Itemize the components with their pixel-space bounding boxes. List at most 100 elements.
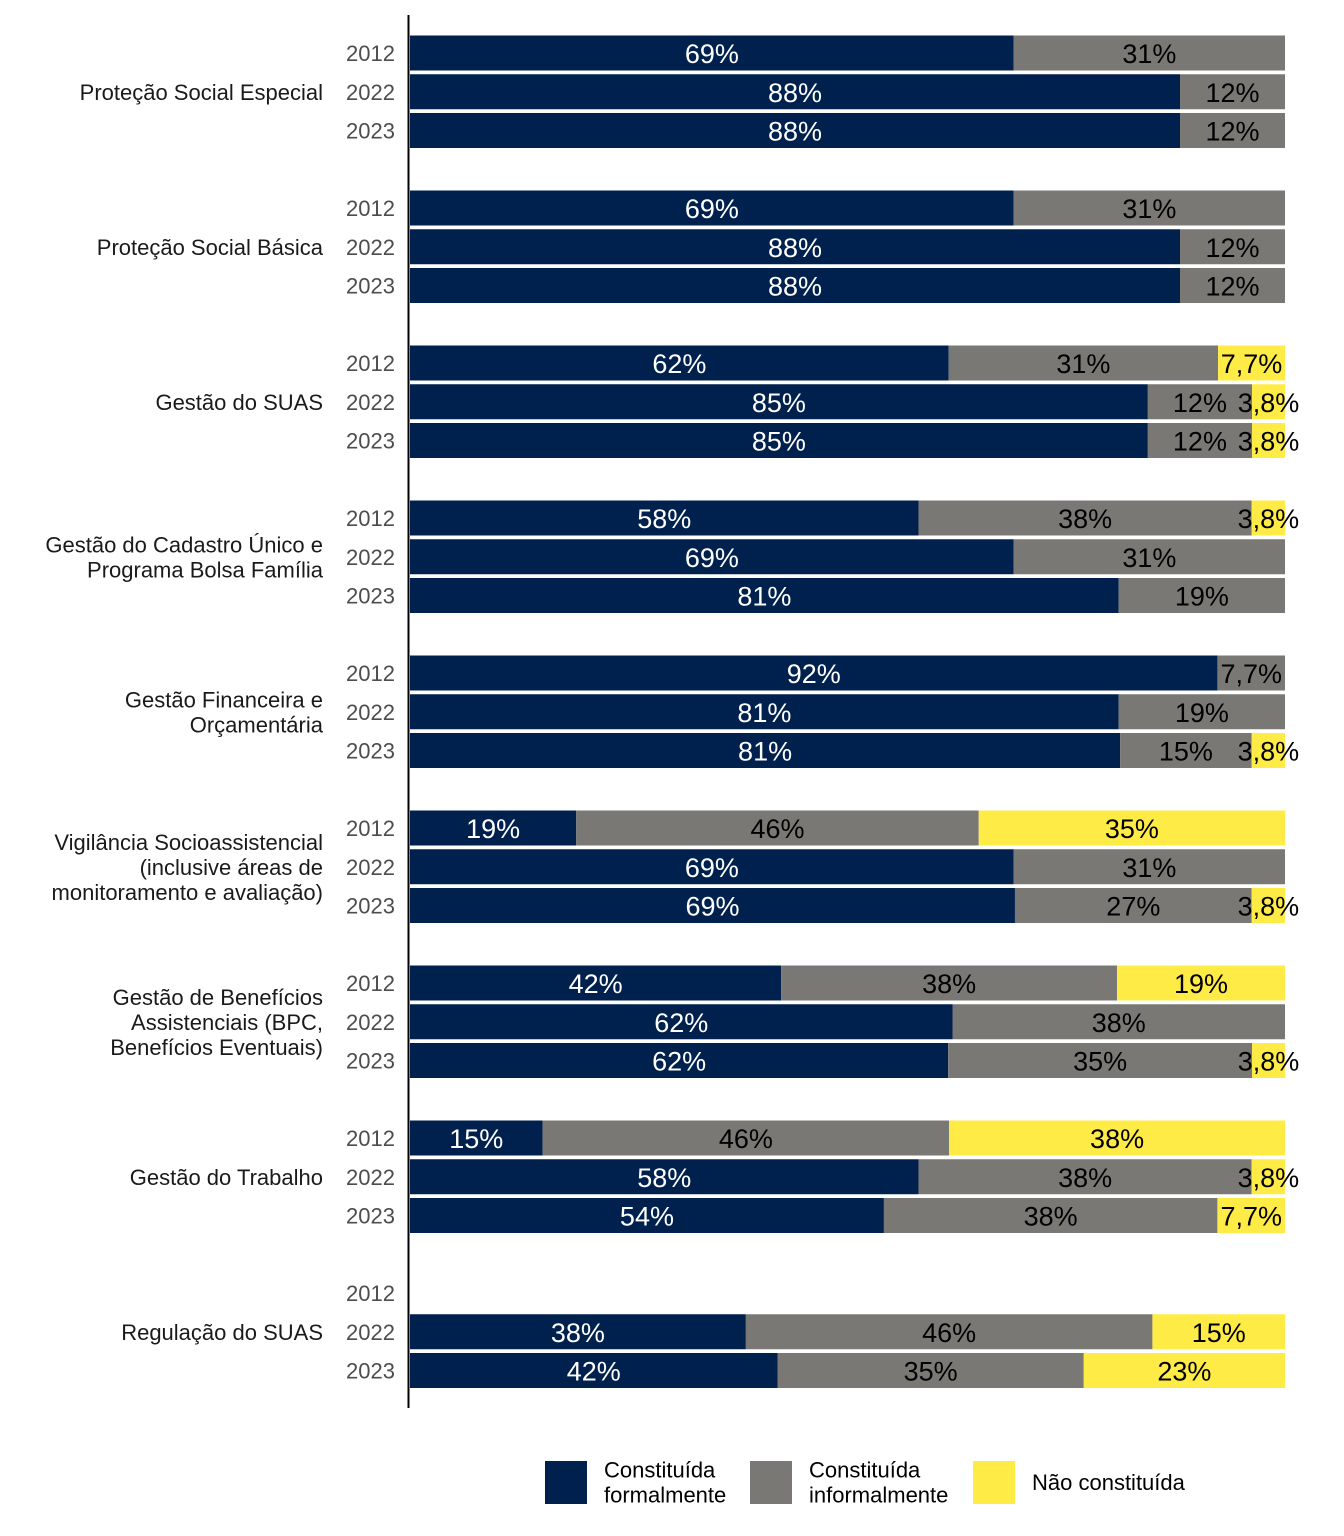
year-tick-label: 2023 xyxy=(346,739,395,764)
data-label: 38% xyxy=(1092,1008,1146,1038)
year-tick-label: 2012 xyxy=(346,506,395,531)
year-tick-label: 2022 xyxy=(346,235,395,260)
data-label: 38% xyxy=(1058,1163,1112,1193)
bar-segment-informal xyxy=(745,1314,1153,1350)
data-label: 19% xyxy=(466,814,520,844)
data-label: 19% xyxy=(1174,969,1228,999)
year-tick-label: 2023 xyxy=(346,584,395,609)
data-label: 38% xyxy=(1058,504,1112,534)
data-label: 58% xyxy=(637,504,691,534)
bar-segment-formal xyxy=(410,268,1180,303)
bar-segment-formal xyxy=(410,500,919,536)
data-label: 3,8% xyxy=(1238,427,1300,457)
bar-segment-formal xyxy=(410,113,1180,148)
data-label: 92% xyxy=(787,659,841,689)
bar-segment-informal xyxy=(952,1004,1285,1040)
data-label: 31% xyxy=(1122,853,1176,883)
year-tick-label: 2023 xyxy=(346,894,395,919)
bar-segment-formal xyxy=(410,1043,949,1078)
data-label: 69% xyxy=(685,543,739,573)
bar-segment-none xyxy=(1252,1043,1285,1078)
year-tick-label: 2022 xyxy=(346,80,395,105)
data-label: 46% xyxy=(922,1318,976,1348)
category-label: Orçamentária xyxy=(190,712,324,737)
bar-segment-informal xyxy=(948,1043,1253,1078)
bar-segment-informal xyxy=(1180,229,1285,265)
bar-segment-informal xyxy=(1013,35,1285,71)
data-label: 58% xyxy=(637,1163,691,1193)
year-tick-label: 2023 xyxy=(346,119,395,144)
data-label: 27% xyxy=(1106,892,1160,922)
year-tick-label: 2023 xyxy=(346,1204,395,1229)
data-label: 88% xyxy=(768,117,822,147)
bar-segment-informal xyxy=(918,500,1252,536)
category-label: Gestão Financeira e xyxy=(125,687,323,712)
bar-segment-formal xyxy=(410,423,1148,458)
bar-segment-informal xyxy=(883,1198,1218,1233)
bar-segment-informal xyxy=(1014,888,1252,923)
data-label: 62% xyxy=(652,349,706,379)
bar-segment-informal xyxy=(1118,694,1285,730)
data-label: 12% xyxy=(1205,272,1259,302)
category-label: Assistenciais (BPC, xyxy=(131,1010,323,1035)
category-label: Proteção Social Básica xyxy=(97,235,324,260)
bar-segment-informal xyxy=(1180,268,1285,303)
bar-segment-formal xyxy=(410,1353,778,1388)
category-label: Benefícios Eventuais) xyxy=(110,1035,323,1060)
data-label: 88% xyxy=(768,78,822,108)
bar-segment-none xyxy=(1152,1314,1285,1350)
year-tick-label: 2012 xyxy=(346,816,395,841)
year-tick-label: 2012 xyxy=(346,971,395,996)
data-label: 35% xyxy=(1073,1047,1127,1077)
data-label: 31% xyxy=(1122,543,1176,573)
bar-segment-formal xyxy=(410,849,1014,885)
year-tick-label: 2012 xyxy=(346,1281,395,1306)
legend-label: Constituída xyxy=(809,1458,921,1483)
category-label: Regulação do SUAS xyxy=(121,1320,323,1345)
data-label: 38% xyxy=(1024,1202,1078,1232)
data-label: 46% xyxy=(719,1124,773,1154)
bar-segment-informal xyxy=(1147,423,1253,458)
data-label: 42% xyxy=(569,969,623,999)
data-label: 12% xyxy=(1173,388,1227,418)
data-label: 69% xyxy=(685,892,739,922)
data-label: 88% xyxy=(768,233,822,263)
bar-segment-formal xyxy=(410,578,1119,613)
bar-segment-formal xyxy=(410,1159,919,1195)
data-label: 7,7% xyxy=(1220,1202,1282,1232)
bar-segment-formal xyxy=(410,539,1014,575)
year-tick-label: 2012 xyxy=(346,1126,395,1151)
bar-segment-none xyxy=(1251,1159,1285,1195)
data-label: 81% xyxy=(737,698,791,728)
data-label: 23% xyxy=(1157,1357,1211,1387)
data-label: 12% xyxy=(1205,117,1259,147)
data-label: 3,8% xyxy=(1238,504,1300,534)
data-label: 38% xyxy=(1090,1124,1144,1154)
year-tick-label: 2022 xyxy=(346,1320,395,1345)
bar-segment-formal xyxy=(410,888,1015,923)
data-label: 62% xyxy=(654,1008,708,1038)
data-label: 15% xyxy=(1159,737,1213,767)
bar-segment-informal xyxy=(781,965,1118,1001)
category-label: Proteção Social Especial xyxy=(80,80,323,105)
category-label: Gestão de Benefícios xyxy=(113,985,323,1010)
data-label: 46% xyxy=(750,814,804,844)
bar-segment-formal xyxy=(410,694,1119,730)
category-label: Programa Bolsa Família xyxy=(87,557,324,582)
year-tick-label: 2023 xyxy=(346,274,395,299)
bar-segment-informal xyxy=(1180,113,1285,148)
bar-segment-informal xyxy=(1217,655,1285,691)
data-label: 88% xyxy=(768,272,822,302)
bar-segment-none xyxy=(1083,1353,1285,1388)
data-label: 19% xyxy=(1175,698,1229,728)
data-label: 7,7% xyxy=(1221,349,1283,379)
bar-segment-formal xyxy=(410,655,1218,691)
year-tick-label: 2023 xyxy=(346,429,395,454)
bar-segment-informal xyxy=(948,345,1219,381)
data-label: 3,8% xyxy=(1238,388,1300,418)
category-label: Gestão do Cadastro Único e xyxy=(45,532,323,557)
data-label: 81% xyxy=(738,737,792,767)
bar-segment-formal xyxy=(410,345,949,381)
bar-segment-none xyxy=(949,1120,1285,1156)
